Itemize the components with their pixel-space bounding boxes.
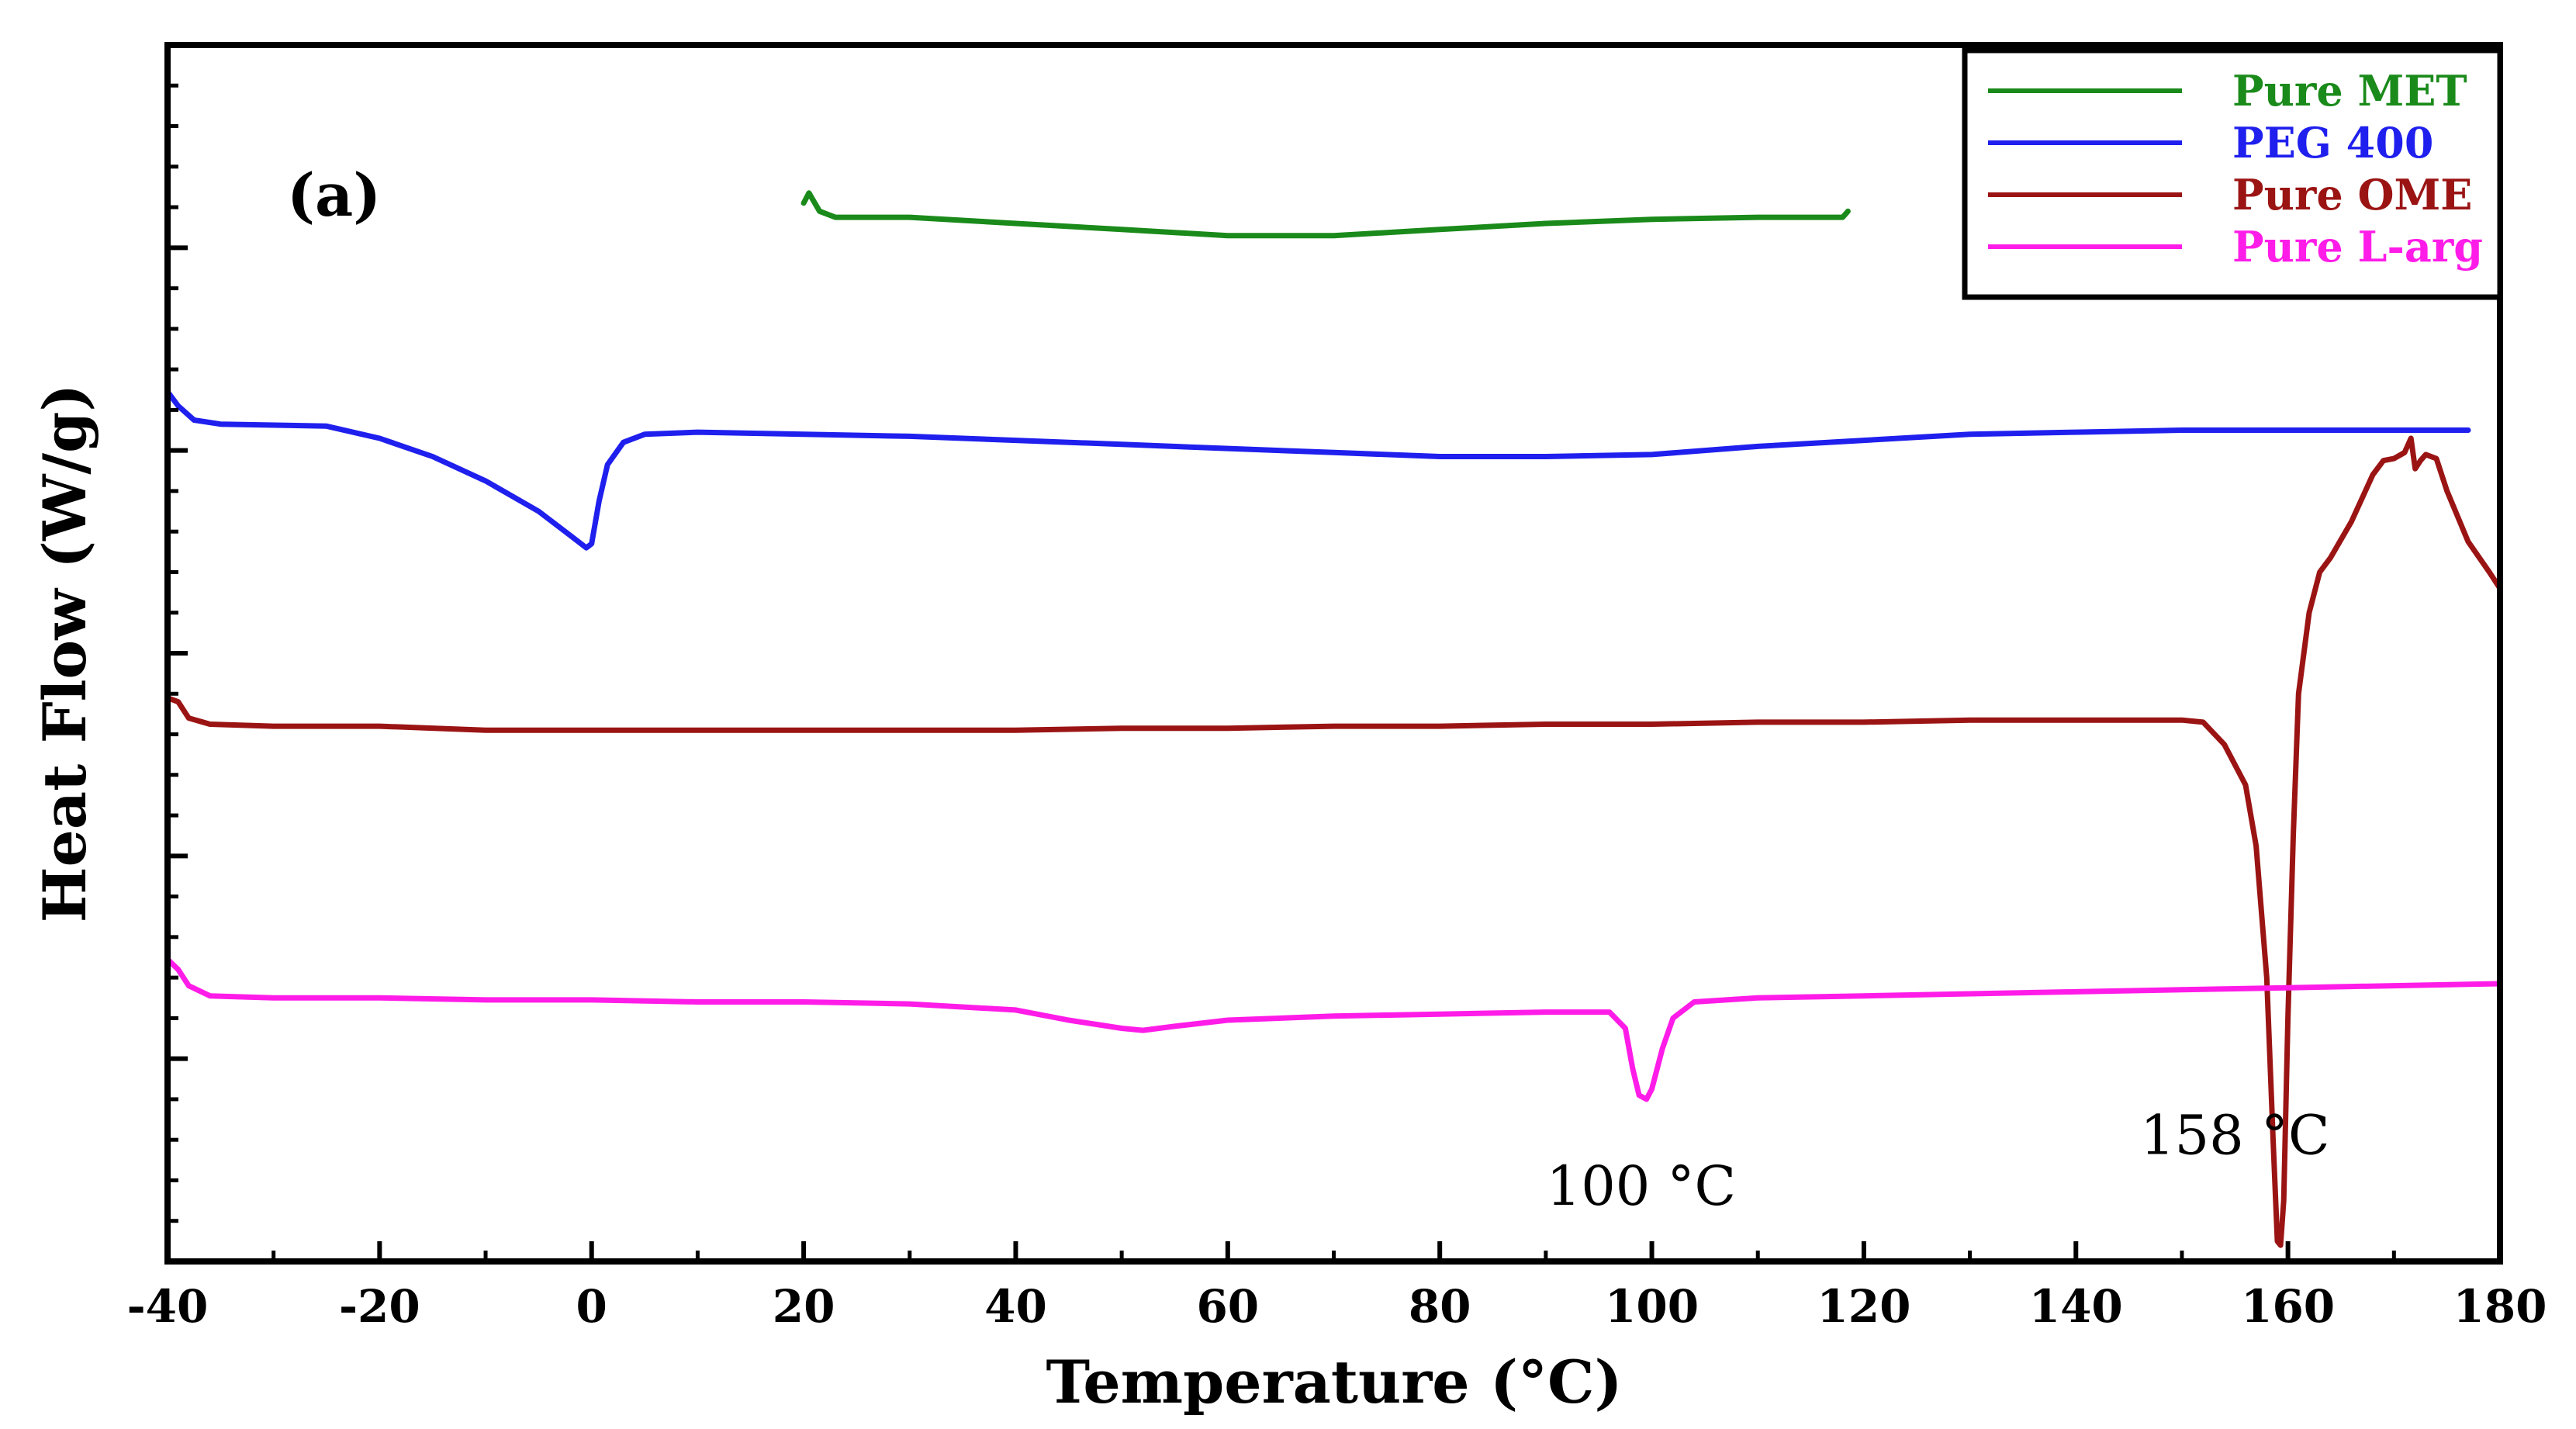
x-tick-label: 160 <box>2241 1280 2335 1333</box>
peak-annotation: 100 °C <box>1547 1154 1736 1218</box>
x-tick-label: 0 <box>576 1280 607 1333</box>
legend-label: PEG 400 <box>2232 118 2433 168</box>
x-axis-title: Temperature (°C) <box>1046 1348 1622 1417</box>
series-line-pure-met <box>800 190 1851 239</box>
peak-annotation: 158 °C <box>2140 1103 2329 1167</box>
x-tick-label: 100 <box>1605 1280 1699 1333</box>
panel-label: (a) <box>287 161 381 230</box>
y-axis-title: Heat Flow (W/g) <box>30 384 99 923</box>
series-line-pure-ome <box>164 435 2503 1248</box>
x-tick-label: 40 <box>984 1280 1047 1333</box>
legend-label: Pure L-arg <box>2232 222 2483 272</box>
legend-label: Pure MET <box>2232 66 2467 116</box>
x-tick-label: 60 <box>1196 1280 1259 1333</box>
series-line-peg-400 <box>164 389 2471 551</box>
legend-label: Pure OME <box>2232 170 2472 220</box>
series-line-pure-l-arg <box>164 957 2503 1102</box>
x-tick-label: -40 <box>127 1280 209 1333</box>
x-tick-label: 140 <box>2029 1280 2123 1333</box>
series-layer <box>164 190 2503 1248</box>
annotation-layer: 100 °C 158 °C <box>1547 1103 2330 1217</box>
x-tick-label: 80 <box>1409 1280 1471 1333</box>
axes-layer: -40 -20 0 20 40 60 80 100 120 140 160 180 <box>127 43 2547 1333</box>
x-tick-label: 120 <box>1817 1280 1910 1333</box>
x-tick-label: -20 <box>339 1280 420 1333</box>
x-tick-label: 180 <box>2453 1280 2547 1333</box>
x-tick-label: 20 <box>773 1280 835 1333</box>
legend-box <box>1962 47 2503 300</box>
